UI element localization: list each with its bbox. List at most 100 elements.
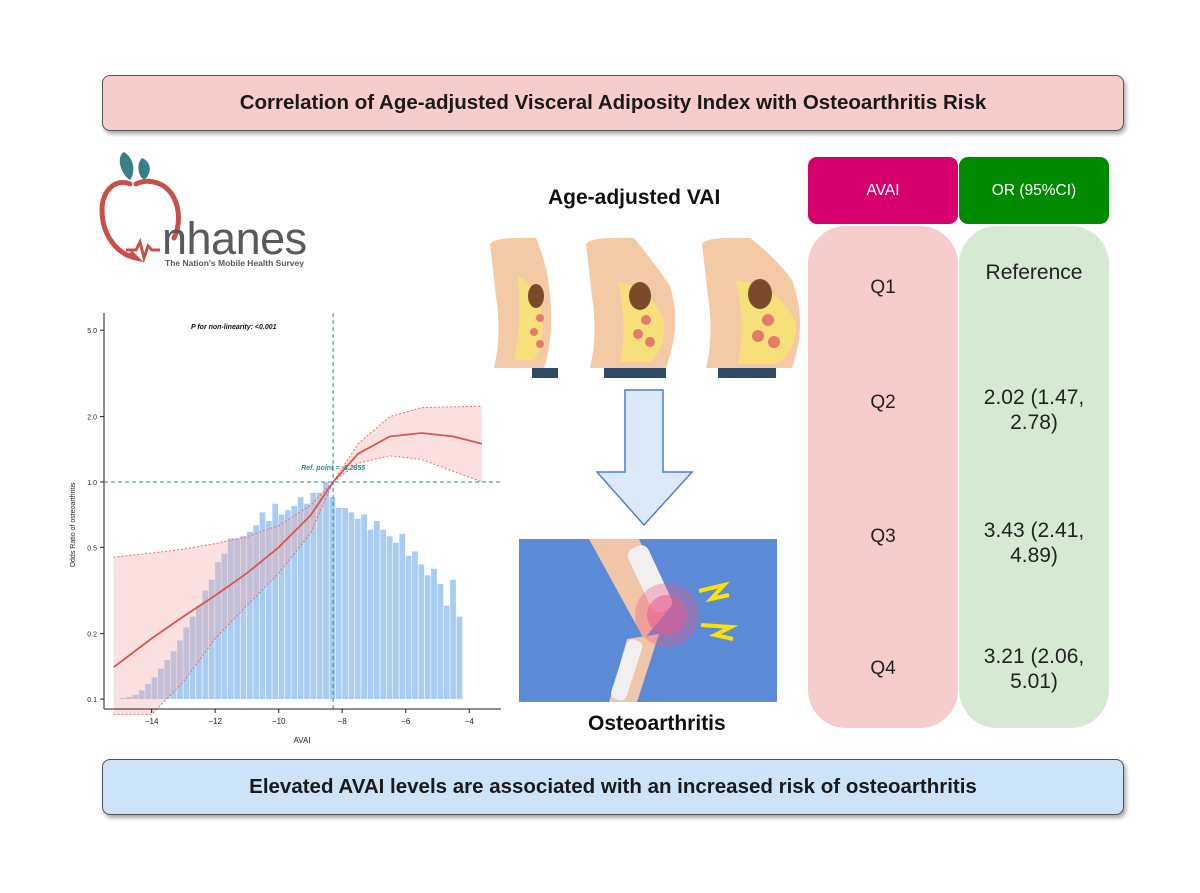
histogram-bar: [348, 512, 355, 700]
histogram-bar: [354, 518, 361, 700]
nhanes-apple-logo: [99, 152, 181, 264]
or-header-label: OR (95%CI): [991, 181, 1077, 199]
histogram-bar: [151, 677, 158, 700]
nonlinearity-annotation: P for non-linearity: <0.001: [191, 324, 277, 331]
histogram-bar: [240, 536, 247, 700]
confidence-band: [113, 406, 482, 715]
histogram-bar: [138, 690, 145, 700]
histogram-bar: [202, 590, 209, 700]
or-column: [959, 226, 1109, 728]
histogram-bars: [119, 481, 463, 700]
histogram-bar: [373, 521, 380, 700]
osteoarthritis-knee-illustration: [519, 539, 777, 702]
histogram-bar: [126, 696, 132, 700]
or-q4-line2: 5.01): [1010, 670, 1058, 693]
y-tick-label: 5.0: [87, 328, 97, 335]
histogram-bar: [297, 497, 304, 700]
y-ticks: 0.1 0.2 0.5 1.0 2.0 5.0: [87, 328, 104, 704]
x-axis-label: AVAI: [293, 736, 310, 745]
quartile-column: [808, 226, 958, 728]
down-arrow-icon: [595, 389, 694, 527]
title-banner: Correlation of Age-adjusted Visceral Adi…: [102, 75, 1124, 131]
y-tick-label: 0.5: [87, 545, 97, 552]
histogram-bar: [196, 605, 202, 700]
histogram-bar: [329, 497, 336, 700]
nhanes-tagline: The Nation's Mobile Health Survey: [165, 258, 304, 268]
odds-ratio-chart: −14 −12 −10 −8 −6 −4 0.1 0.2 0.5 1.0 2.0 5.0 P for…: [70, 313, 501, 745]
or-q3: 3.43 (2.41, 4.89): [959, 518, 1109, 568]
x-tick-label: −4: [465, 717, 475, 726]
x-tick-label: −10: [272, 717, 286, 726]
histogram-bar: [164, 659, 171, 700]
histogram-bar: [304, 503, 310, 700]
histogram-bar: [399, 534, 406, 700]
avai-header: AVAI: [808, 157, 958, 224]
histogram-bar: [234, 538, 240, 700]
histogram-bar: [424, 575, 431, 700]
ref-point-label: Ref. point = -8.2855: [301, 465, 365, 472]
histogram-bar: [412, 551, 418, 700]
histogram-bar: [253, 525, 260, 700]
histogram-bar: [367, 529, 374, 700]
histogram-bar: [386, 536, 393, 700]
or-q2-line2: 2.78): [1010, 411, 1058, 434]
y-tick-label: 0.2: [87, 632, 97, 639]
histogram-bar: [145, 683, 152, 700]
histogram-bar: [285, 510, 291, 700]
quartile-q4: Q4: [870, 658, 896, 679]
histogram-bar: [431, 568, 437, 700]
histogram-bar: [221, 553, 228, 700]
osteoarthritis-label: Osteoarthritis: [588, 712, 726, 735]
histogram-bar: [157, 668, 164, 700]
nhanes-logo-text: nhanes: [162, 213, 307, 264]
y-tick-label: 1.0: [87, 480, 97, 487]
histogram-bar: [227, 538, 234, 700]
or-q3-line2: 4.89): [1010, 544, 1058, 567]
histogram-bar: [189, 616, 196, 700]
histogram-bar: [246, 531, 253, 700]
x-tick-label: −8: [338, 717, 348, 726]
x-tick-label: −14: [145, 717, 159, 726]
or-q1: Reference: [959, 260, 1109, 285]
or-curve: [112, 432, 483, 669]
abdomen-figure-2: [586, 238, 676, 378]
y-tick-label: 0.1: [87, 697, 97, 704]
quartile-q1: Q1: [870, 277, 896, 298]
histogram-bar: [335, 508, 342, 700]
conclusion-text: Elevated AVAI levels are associated with…: [249, 775, 977, 798]
or-q4-line1: 3.21 (2.06,: [983, 645, 1085, 668]
histogram-bar: [393, 542, 399, 700]
histogram-bar: [316, 492, 323, 700]
conclusion-banner: Elevated AVAI levels are associated with…: [102, 759, 1124, 815]
abdomen-illustrations: [490, 238, 800, 378]
histogram-bar: [259, 512, 266, 700]
or-q2: 2.02 (1.47, 2.78): [959, 385, 1109, 435]
histogram-bar: [456, 616, 463, 700]
abdomen-figure-1: [490, 238, 558, 378]
quartile-q2: Q2: [870, 392, 896, 413]
or-q3-line1: 3.43 (2.41,: [983, 519, 1085, 542]
y-tick-label: 2.0: [87, 415, 97, 422]
abdomen-figure-3: [702, 238, 800, 378]
histogram-bar: [215, 562, 221, 700]
histogram-bar: [208, 579, 215, 700]
histogram-bar: [265, 521, 272, 700]
histogram-bar: [418, 564, 425, 700]
or-header: OR (95%CI): [959, 157, 1109, 224]
histogram-bar: [310, 492, 317, 700]
histogram-bar: [132, 694, 139, 700]
quartile-q3: Q3: [870, 526, 896, 547]
histogram-bar: [361, 514, 368, 700]
histogram-bar: [272, 503, 279, 700]
histogram-bar: [119, 697, 126, 700]
histogram-bar: [443, 605, 450, 700]
x-tick-label: −6: [401, 717, 411, 726]
title-text: Correlation of Age-adjusted Visceral Adi…: [239, 91, 987, 114]
histogram-bar: [278, 514, 285, 700]
avai-header-label: AVAI: [866, 181, 900, 199]
histogram-bar: [342, 508, 348, 700]
x-ticks: −14 −12 −10 −8 −6 −4: [145, 709, 474, 726]
y-axis-label: Odds Ratio of osteoarthritis: [70, 482, 77, 567]
histogram-bar: [323, 481, 329, 700]
histogram-bar: [450, 579, 456, 700]
